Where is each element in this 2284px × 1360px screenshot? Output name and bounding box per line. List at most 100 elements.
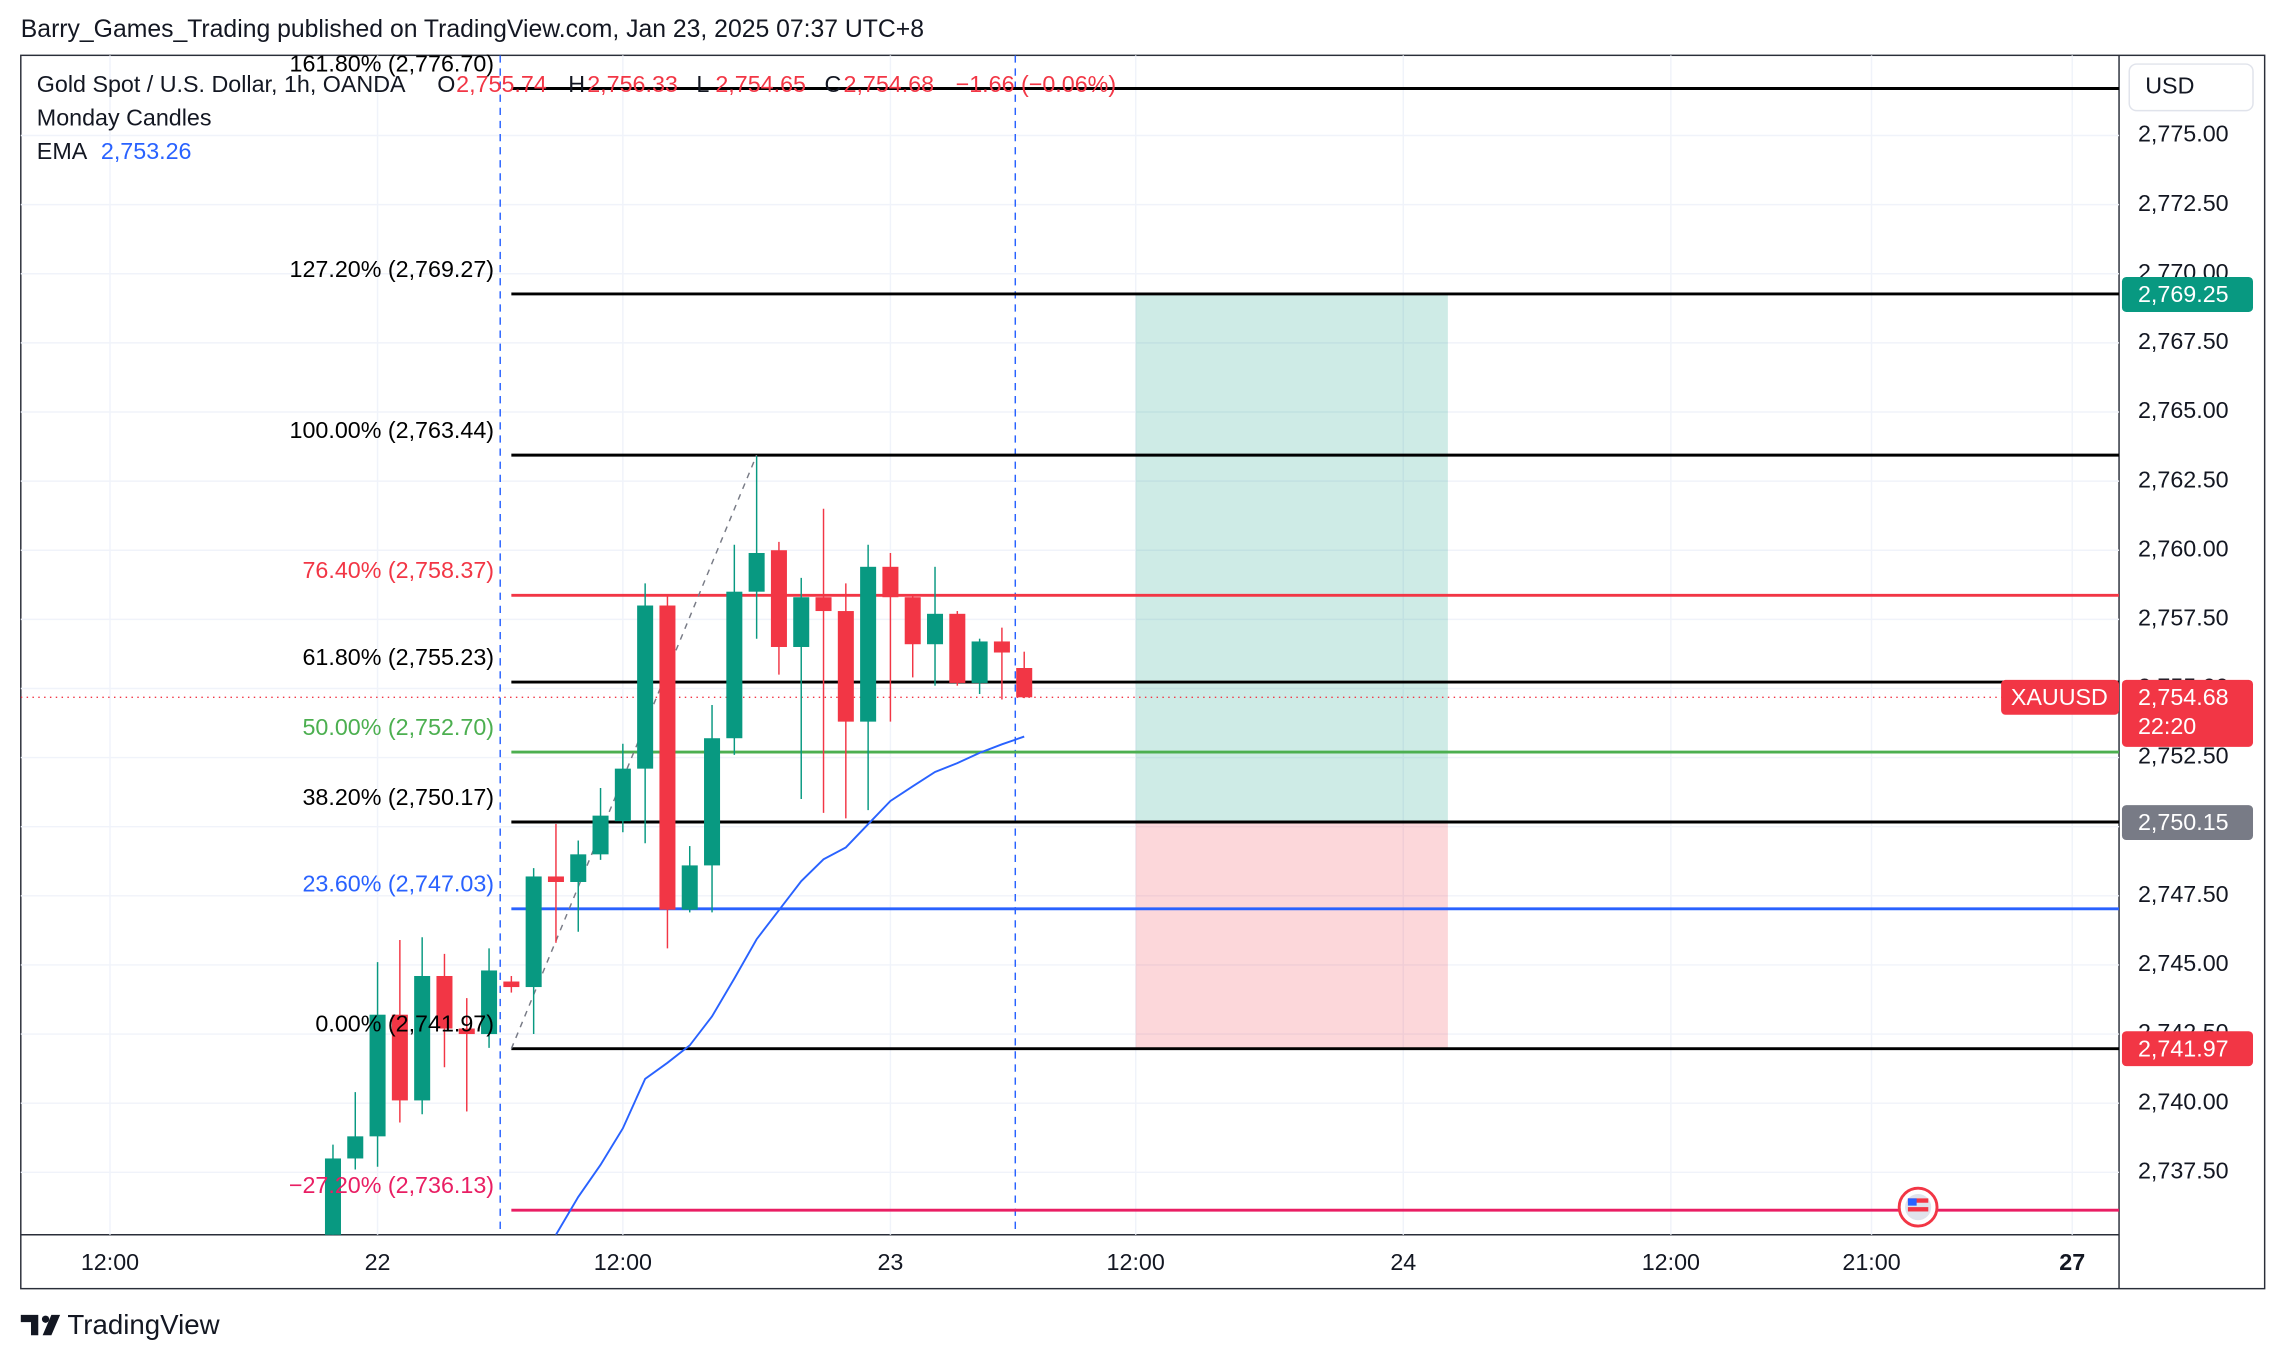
ohlc-change: −1.66 (−0.06%): [956, 71, 1116, 97]
x-tick-label: 24: [1390, 1249, 1416, 1275]
y-tick-label: 2,772.50: [2138, 190, 2229, 216]
currency-button[interactable]: [2128, 63, 2254, 112]
fib-label: 100.00% (2,763.44): [290, 417, 495, 443]
event-flag: [1897, 1186, 1939, 1228]
y-tick-label: 2,775.00: [2138, 121, 2229, 147]
y-tick-label: 2,765.00: [2138, 397, 2229, 423]
candle-body: [347, 1136, 364, 1159]
ohlc-value: 2,756.33: [587, 71, 678, 97]
candle-body: [369, 1014, 386, 1137]
fib-label: 38.20% (2,750.17): [302, 784, 494, 810]
fib-trend-line: [510, 454, 758, 1049]
symbol-title: Gold Spot / U.S. Dollar, 1h, OANDA: [37, 71, 406, 97]
ohlc-value: 2,755.74: [456, 71, 547, 97]
axes: 2,737.502,740.002,742.502,745.002,747.50…: [81, 121, 2254, 1275]
y-tick-label: 2,740.00: [2138, 1088, 2229, 1114]
candle-body: [525, 876, 542, 988]
candle-body: [436, 975, 453, 1029]
candle-body: [949, 613, 966, 683]
fib-label: 127.20% (2,769.27): [290, 256, 495, 282]
y-tick-label: 2,767.50: [2138, 328, 2229, 354]
x-tick-label: 21:00: [1842, 1249, 1900, 1275]
stop-zone: [1135, 822, 1448, 1049]
ohlc-value: 2,754.65: [715, 71, 806, 97]
price-tag-label: 2,750.15: [2138, 809, 2229, 835]
y-tick-label: 2,757.50: [2138, 604, 2229, 630]
candle-body: [481, 970, 498, 1035]
countdown: 22:20: [2138, 713, 2196, 739]
plot-area: [20, 55, 2120, 1235]
ohlc-key: L: [696, 71, 709, 97]
price-tag: [2121, 277, 2254, 312]
candle-body: [324, 1158, 341, 1235]
candle-body: [748, 552, 765, 592]
last-price-tag: [2121, 679, 2254, 747]
fib-label: 50.00% (2,752.70): [302, 714, 494, 740]
candle-body: [704, 738, 721, 866]
candle-body: [659, 605, 676, 910]
header-title: Barry_Games_Trading published on Trading…: [21, 16, 924, 43]
y-tick-label: 2,760.00: [2138, 535, 2229, 561]
candle-body: [414, 975, 431, 1101]
candle-body: [1016, 668, 1033, 698]
ohlc-key: H: [568, 71, 585, 97]
candle-body: [570, 854, 587, 882]
x-tick-label: 12:00: [1642, 1249, 1700, 1275]
ohlc-value: 2,754.68: [843, 71, 934, 97]
candle-body: [770, 550, 787, 647]
candle-body: [391, 1014, 408, 1101]
footer-brand: TradingView: [67, 1309, 220, 1340]
y-tick-label: 2,737.50: [2138, 1157, 2229, 1183]
candle-body: [793, 597, 810, 647]
tradingview-logo: [20, 1314, 61, 1336]
candle-body: [614, 768, 631, 822]
ema-line: [555, 735, 1025, 1235]
currency[interactable]: USD: [2145, 73, 2194, 99]
x-tick-label: 23: [877, 1249, 903, 1275]
candle-body: [637, 605, 654, 769]
fib-label: 61.80% (2,755.23): [302, 644, 494, 670]
candle-body: [904, 597, 921, 645]
ema-value: 2,753.26: [101, 138, 192, 164]
candle-body: [837, 611, 854, 722]
legend: Gold Spot / U.S. Dollar, 1h, OANDA Monda…: [37, 71, 1116, 164]
ohlc-key: C: [825, 71, 842, 97]
price-tag: [2121, 805, 2254, 841]
candle-body: [815, 597, 832, 612]
candle-body: [681, 865, 698, 910]
last-price-label: 2,754.68: [2138, 684, 2229, 710]
candle-body: [927, 613, 944, 645]
fib-label: 23.60% (2,747.03): [302, 871, 494, 897]
price-tag-label: 2,741.97: [2138, 1035, 2229, 1061]
y-tick-label: 2,745.00: [2138, 950, 2229, 976]
price-tag-label: 2,769.25: [2138, 281, 2229, 307]
fib-label: 0.00% (2,741.97): [315, 1011, 494, 1037]
x-tick-label: 12:00: [81, 1249, 139, 1275]
candle-body: [860, 566, 877, 722]
fib-label: 76.40% (2,758.37): [302, 557, 494, 583]
candle-body: [458, 1028, 475, 1035]
price-tag: [2121, 1031, 2254, 1067]
candle-body: [882, 566, 899, 598]
ema-name: EMA: [37, 138, 88, 164]
target-zone: [1135, 294, 1448, 823]
symbol-tag: [2001, 679, 2120, 715]
candle-body: [993, 641, 1010, 653]
candle-body: [503, 981, 520, 988]
fib-label: −27.20% (2,736.13): [289, 1172, 494, 1198]
y-tick-label: 2,747.50: [2138, 881, 2229, 907]
candle-body: [726, 591, 743, 739]
symbol-tag-label: XAUUSD: [2011, 684, 2108, 710]
x-tick-label: 12:00: [1107, 1249, 1165, 1275]
x-tick-label: 12:00: [594, 1249, 652, 1275]
grid: [20, 55, 2120, 1235]
x-tick-label: 22: [365, 1249, 391, 1275]
fib-label: 161.80% (2,776.70): [290, 50, 495, 76]
candle-body: [592, 815, 609, 855]
indicator-name: Monday Candles: [37, 105, 212, 131]
y-tick-label: 2,752.50: [2138, 743, 2229, 769]
x-tick-label: 27: [2059, 1249, 2085, 1275]
candle-body: [971, 641, 988, 683]
